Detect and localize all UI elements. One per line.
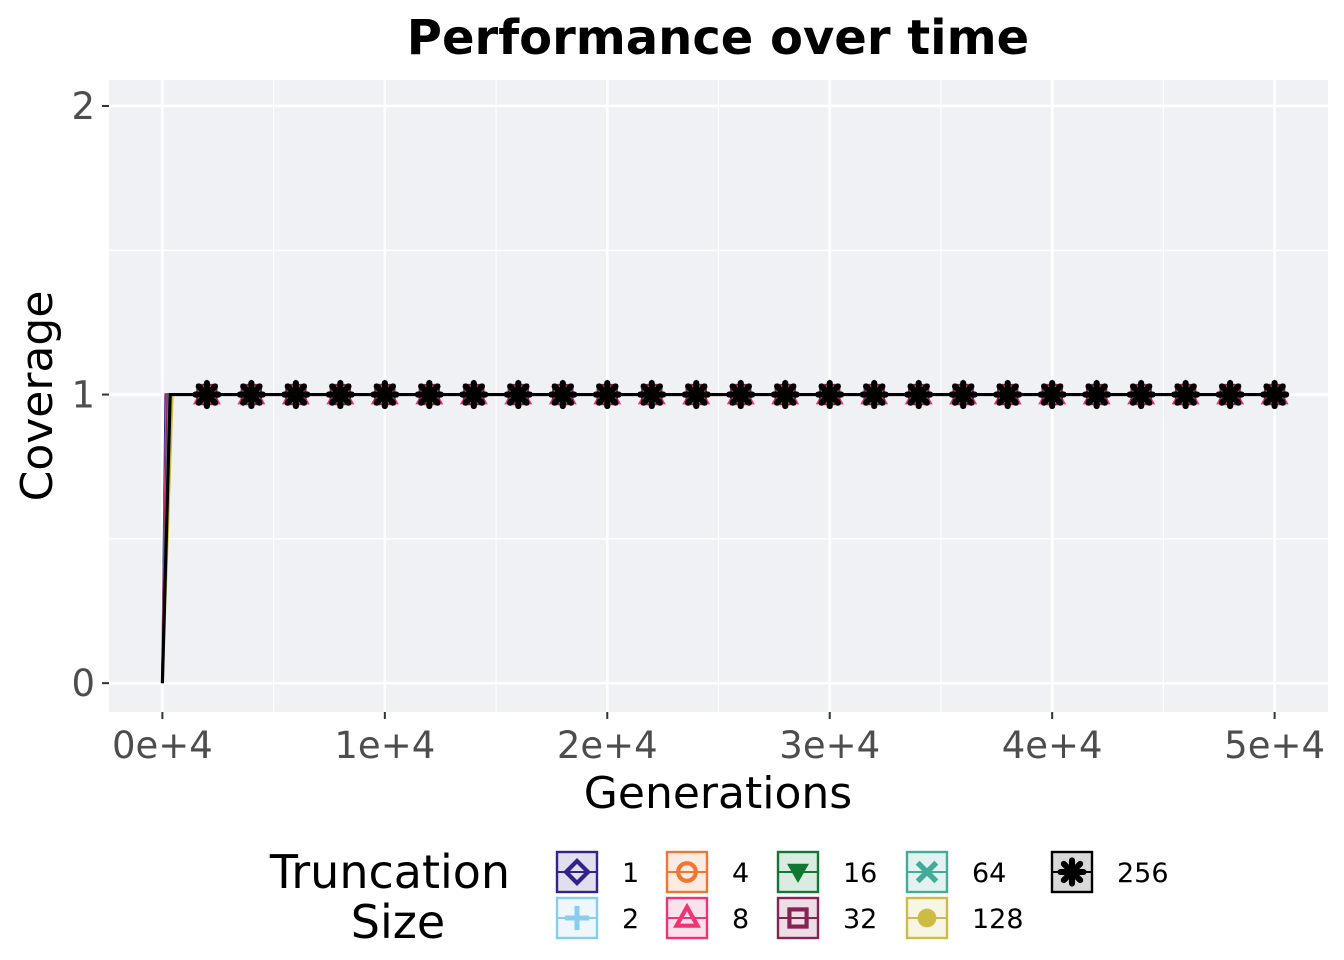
marker-256 bbox=[904, 379, 934, 410]
legend-item-2: 2 bbox=[555, 896, 639, 940]
y-axis-title: Coverage bbox=[12, 291, 63, 502]
marker-256 bbox=[548, 379, 578, 410]
legend-item-4: 4 bbox=[665, 850, 749, 894]
legend-item-128: 128 bbox=[905, 896, 1024, 940]
legend-marker-32 bbox=[787, 907, 809, 929]
marker-256 bbox=[859, 379, 889, 410]
marker-256 bbox=[236, 379, 266, 410]
legend-marker-8 bbox=[672, 902, 702, 928]
x-tick-label: 2e+4 bbox=[557, 724, 658, 767]
marker-256 bbox=[726, 379, 756, 410]
legend-marker-1 bbox=[563, 858, 591, 886]
legend-item-1: 1 bbox=[555, 850, 639, 894]
marker-256 bbox=[1126, 379, 1156, 410]
marker-256 bbox=[1082, 379, 1112, 410]
marker-256 bbox=[681, 379, 711, 410]
legend-marker-2 bbox=[564, 905, 590, 931]
legend-label: 16 bbox=[843, 858, 877, 889]
legend-item-8: 8 bbox=[665, 896, 749, 940]
x-tick-label: 3e+4 bbox=[779, 724, 880, 767]
legend-label: 256 bbox=[1117, 858, 1169, 889]
axes: 0e+4 1e+4 2e+4 3e+4 4e+4 5e+4 0 1 2 bbox=[71, 85, 1325, 767]
x-tick-label: 0e+4 bbox=[112, 724, 213, 767]
marker-256 bbox=[1260, 379, 1290, 410]
marker-256 bbox=[592, 379, 622, 410]
legend-label: 2 bbox=[622, 904, 639, 935]
legend-marker-256 bbox=[1057, 857, 1087, 887]
legend-label: 64 bbox=[972, 858, 1006, 889]
series-markers bbox=[192, 379, 1290, 410]
legend: Truncation Size 1 2 4 8 16 32 64 128 256 bbox=[269, 845, 1169, 949]
marker-256 bbox=[948, 379, 978, 410]
legend-item-16: 16 bbox=[776, 850, 877, 894]
legend-marker-4 bbox=[676, 861, 698, 883]
y-tick-label: 1 bbox=[71, 374, 95, 417]
y-tick-label: 0 bbox=[71, 662, 95, 705]
legend-item-256: 256 bbox=[1050, 850, 1169, 894]
marker-256 bbox=[637, 379, 667, 410]
x-tick-label: 4e+4 bbox=[1002, 724, 1103, 767]
legend-title: Truncation Size bbox=[269, 845, 510, 949]
marker-256 bbox=[1037, 379, 1067, 410]
legend-item-64: 64 bbox=[905, 850, 1006, 894]
legend-label: 1 bbox=[622, 858, 639, 889]
x-tick-label: 5e+4 bbox=[1224, 724, 1325, 767]
legend-item-32: 32 bbox=[776, 896, 877, 940]
legend-marker-128 bbox=[917, 908, 937, 928]
legend-label: 128 bbox=[972, 904, 1024, 935]
legend-label: 8 bbox=[732, 904, 749, 935]
marker-256 bbox=[281, 379, 311, 410]
marker-256 bbox=[192, 379, 222, 410]
y-tick-label: 2 bbox=[71, 85, 95, 128]
marker-256 bbox=[414, 379, 444, 410]
marker-256 bbox=[325, 379, 355, 410]
marker-256 bbox=[1215, 379, 1245, 410]
x-tick-label: 1e+4 bbox=[334, 724, 435, 767]
marker-256 bbox=[370, 379, 400, 410]
marker-256 bbox=[993, 379, 1023, 410]
legend-marker-64 bbox=[915, 860, 939, 884]
marker-256 bbox=[1171, 379, 1201, 410]
legend-label: 4 bbox=[732, 858, 749, 889]
marker-256 bbox=[815, 379, 845, 410]
chart-title: Performance over time bbox=[407, 10, 1029, 66]
legend-label: 32 bbox=[843, 904, 877, 935]
legend-marker-16 bbox=[787, 863, 809, 883]
marker-256 bbox=[503, 379, 533, 410]
x-axis-title: Generations bbox=[584, 768, 852, 819]
marker-256 bbox=[459, 379, 489, 410]
marker-256 bbox=[770, 379, 800, 410]
